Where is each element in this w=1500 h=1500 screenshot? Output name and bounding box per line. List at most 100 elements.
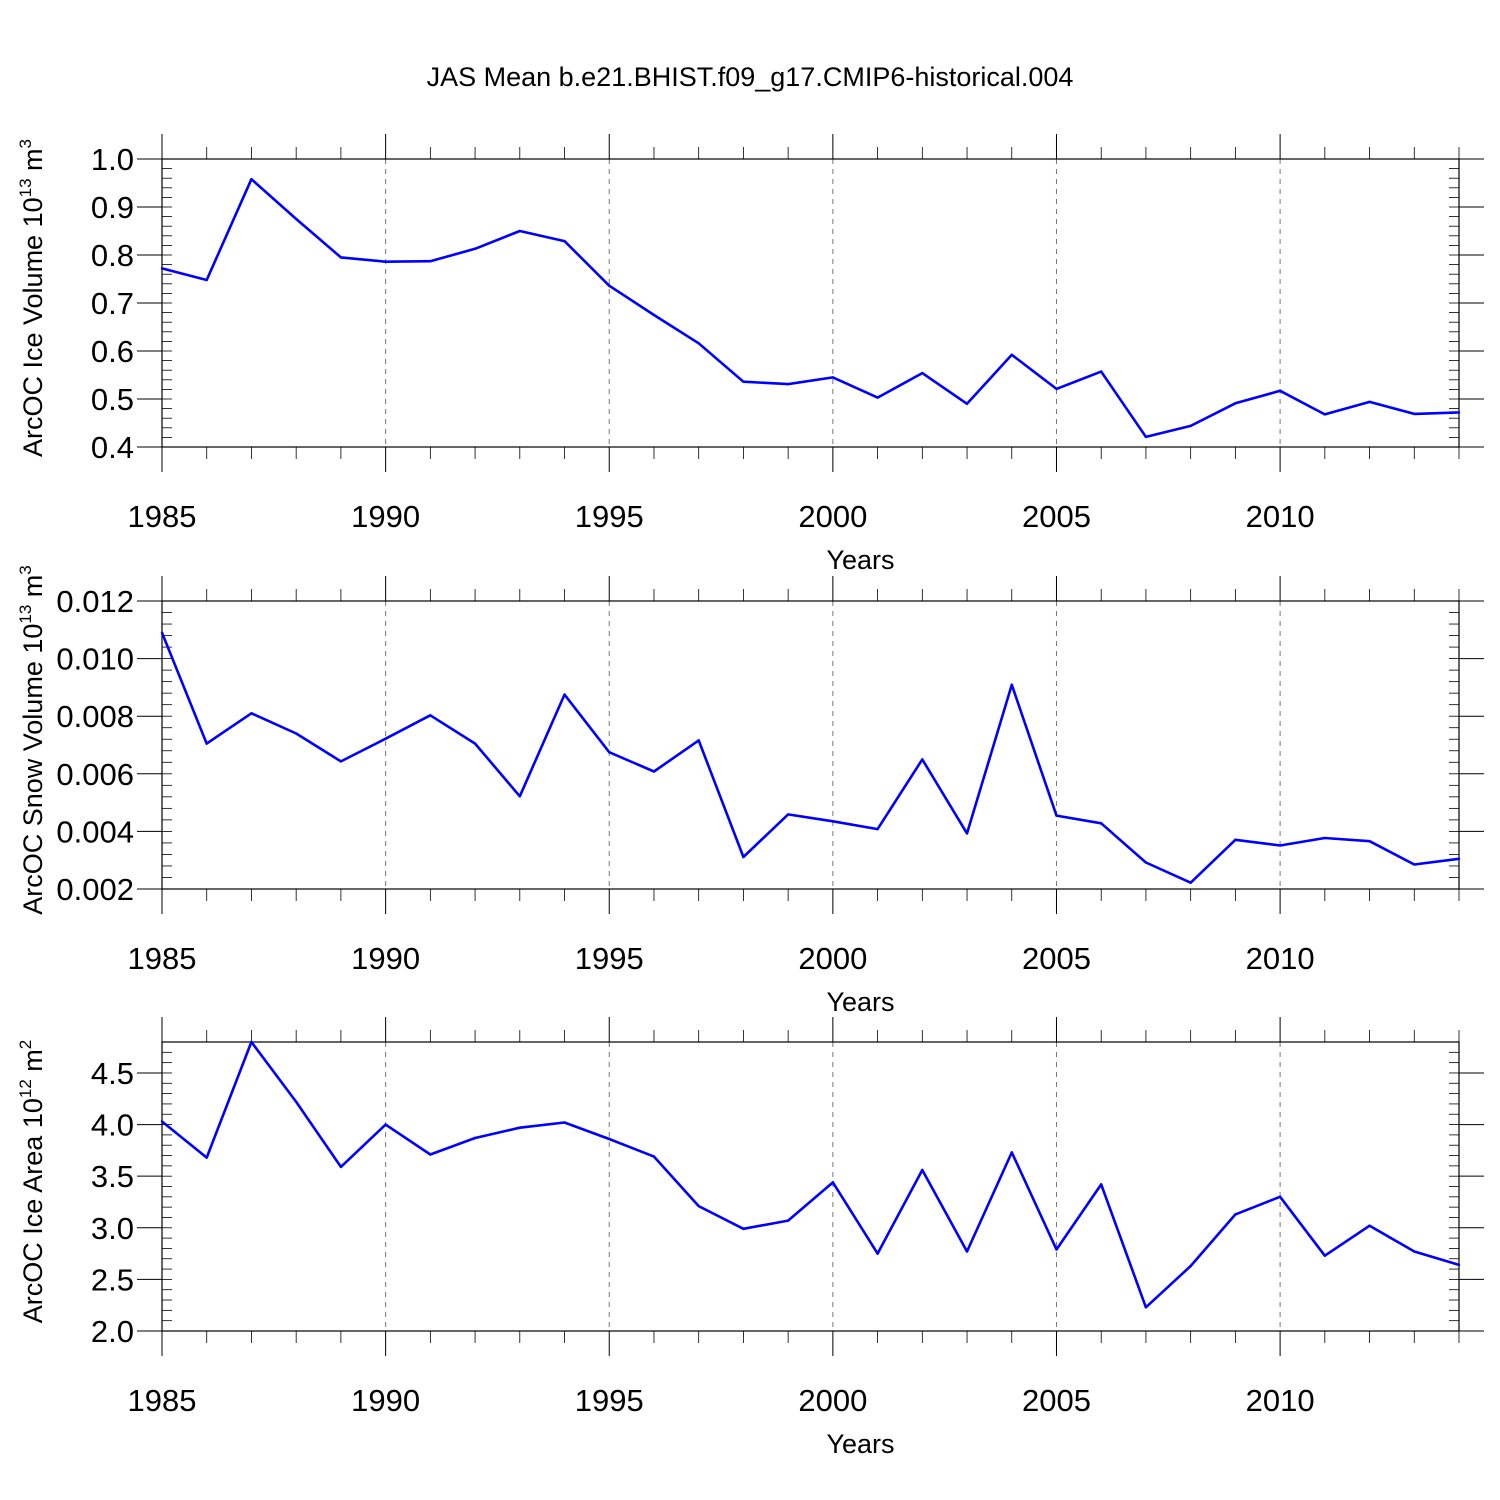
data-point	[339, 1165, 343, 1169]
x-tick-label: 1990	[351, 1383, 420, 1418]
x-tick-label: 1990	[351, 941, 420, 976]
panel-ice-volume: 0.4 0.5 0.6 0.7 0.8 0.9 1.0 1985 1990 1995 2000 200…	[16, 134, 1484, 575]
x-axis-label: Years	[826, 987, 894, 1017]
data-point	[205, 278, 208, 282]
series-line	[161, 1040, 1460, 1309]
data-point	[1278, 1195, 1282, 1199]
y-tick-label: 0.002	[56, 872, 134, 907]
data-point	[1100, 822, 1103, 825]
data-point	[429, 714, 432, 717]
data-point	[563, 693, 566, 696]
y-tick-label: 0.6	[91, 334, 134, 369]
data-point	[205, 742, 208, 745]
data-point	[1323, 413, 1327, 416]
data-point	[652, 770, 656, 773]
data-point	[1413, 863, 1416, 866]
y-tick-label: 3.0	[91, 1211, 134, 1246]
data-point	[1100, 370, 1103, 373]
y-tick-label: 0.004	[56, 814, 134, 849]
y-axis-label: ArcOC Snow Volume 1013 m3	[16, 565, 48, 915]
data-point	[160, 1120, 164, 1123]
data-point	[294, 1100, 298, 1104]
data-point	[563, 1121, 566, 1124]
data-point	[1234, 838, 1237, 841]
data-point	[1323, 1254, 1327, 1257]
x-tick-label: 2000	[798, 499, 867, 534]
data-point	[1100, 1183, 1103, 1186]
data-point	[1234, 402, 1237, 405]
data-point	[473, 1136, 477, 1140]
x-tick-label: 1995	[575, 1383, 644, 1418]
y-tick-label: 4.5	[91, 1056, 134, 1091]
y-tick-label: 0.4	[91, 430, 134, 465]
data-point	[1055, 387, 1058, 391]
panel-snow-volume: 0.002 0.004 0.006 0.008 0.010 0.012 1985 1990 19…	[16, 565, 1484, 1017]
data-point	[339, 760, 343, 763]
data-point	[1144, 1306, 1148, 1309]
data-point	[1144, 861, 1148, 864]
data-point	[876, 827, 879, 831]
x-tick-label: 2000	[798, 941, 867, 976]
series-line	[161, 177, 1460, 439]
data-point	[1413, 412, 1416, 416]
data-point	[1234, 1213, 1237, 1216]
data-point	[1368, 839, 1371, 843]
x-tick-label: 1995	[575, 941, 644, 976]
data-point	[1457, 411, 1461, 414]
data-point	[1368, 1224, 1371, 1227]
data-point	[1368, 400, 1371, 404]
x-tick-label: 2000	[798, 1383, 867, 1418]
data-point	[294, 732, 298, 735]
y-tick-label: 0.9	[91, 190, 134, 225]
data-point	[652, 313, 656, 317]
data-point	[473, 247, 477, 250]
data-point	[250, 177, 253, 181]
data-point	[250, 712, 253, 715]
y-tick-label: 0.008	[56, 699, 134, 734]
plot-frame	[161, 158, 1460, 448]
y-tick-label: 0.5	[91, 382, 134, 417]
data-point	[786, 1219, 790, 1222]
data-point	[1010, 683, 1013, 687]
data-point	[429, 260, 432, 263]
data-point	[965, 832, 969, 835]
data-point	[965, 1250, 969, 1253]
y-tick-label: 0.012	[56, 584, 134, 619]
panel-ice-area: 2.0 2.5 3.0 3.5 4.0 4.5 1985 1990 1995 2000 2005 20…	[16, 1017, 1484, 1459]
data-point	[1457, 1263, 1461, 1267]
data-point	[831, 1181, 835, 1184]
data-point	[294, 217, 298, 221]
data-point	[697, 342, 700, 345]
y-tick-label: 0.010	[56, 642, 134, 677]
plot-frame	[161, 600, 1460, 890]
data-point	[473, 742, 477, 745]
x-tick-label: 1985	[128, 499, 197, 534]
data-point	[429, 1153, 432, 1156]
y-tick-label: 2.5	[91, 1262, 134, 1297]
data-point	[1189, 1264, 1192, 1268]
data-point	[921, 758, 924, 761]
y-tick-label: 0.006	[56, 757, 134, 792]
data-point	[1055, 1248, 1058, 1251]
data-point	[1010, 1151, 1013, 1154]
data-point	[1323, 836, 1327, 840]
data-point	[786, 382, 790, 386]
y-axis-label: ArcOC Ice Volume 1013 m3	[16, 139, 48, 457]
data-point	[831, 820, 835, 823]
data-point	[1278, 389, 1282, 393]
data-point	[831, 376, 835, 379]
data-point	[608, 751, 611, 754]
data-point	[339, 256, 343, 259]
data-point	[742, 380, 745, 383]
x-axis-label: Years	[826, 545, 894, 575]
data-point	[1010, 353, 1013, 357]
data-point	[921, 1168, 924, 1172]
y-tick-label: 0.7	[91, 286, 134, 321]
data-point	[608, 284, 611, 287]
data-point	[608, 1137, 611, 1141]
data-point	[384, 1123, 387, 1126]
data-point	[1457, 857, 1461, 860]
y-axis-label: ArcOC Ice Area 1012 m2	[16, 1040, 48, 1324]
data-point	[697, 739, 700, 742]
